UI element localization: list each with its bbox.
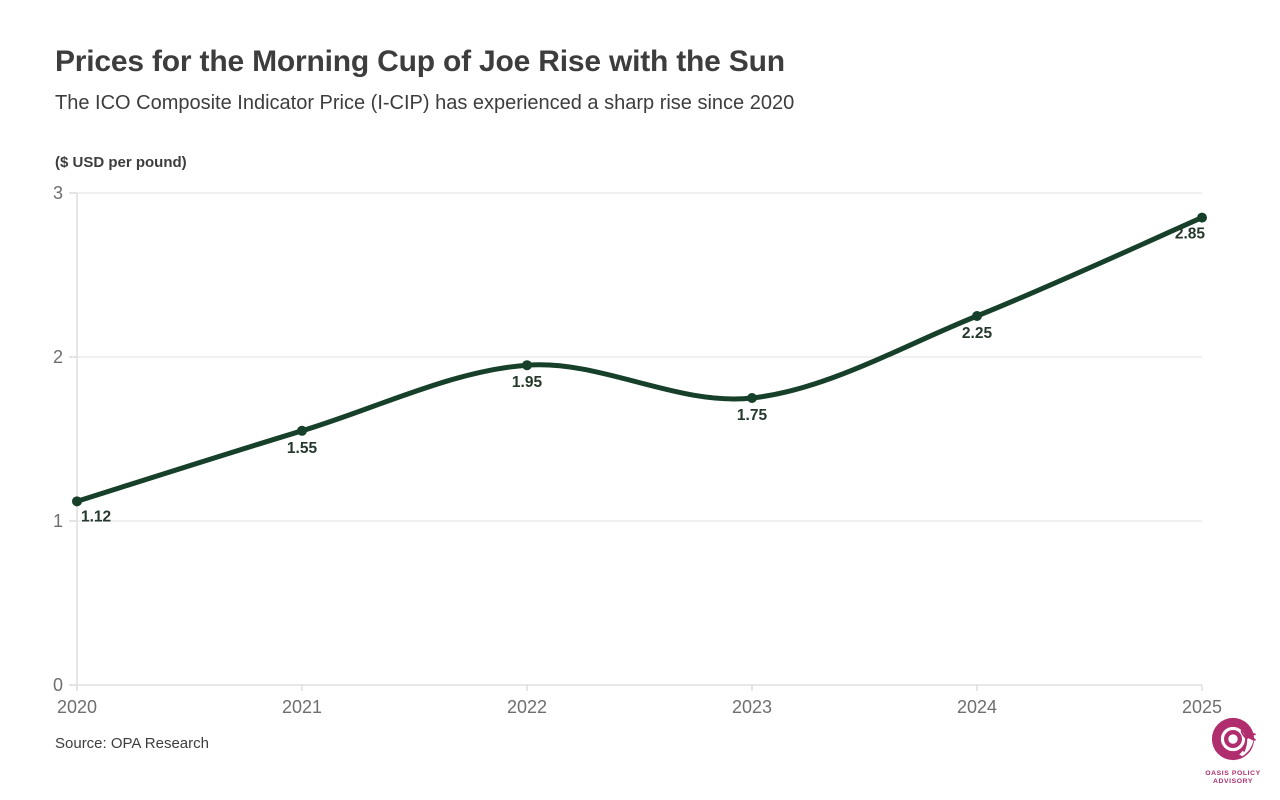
y-tick-label: 2 xyxy=(53,347,63,367)
y-tick-label: 1 xyxy=(53,511,63,531)
x-tick-label: 2025 xyxy=(1182,697,1222,717)
data-point xyxy=(72,496,82,507)
logo-wordmark-line1: OASIS POLICY xyxy=(1205,770,1261,777)
y-tick-label: 0 xyxy=(53,675,63,695)
page-title: Prices for the Morning Cup of Joe Rise w… xyxy=(55,45,785,78)
brand-logo: OASIS POLICY ADVISORY xyxy=(1193,714,1273,786)
line-chart: 0 1 2 3 2020 2021 2022 2023 2024 2025 1.12 1.55 1.95… xyxy=(0,180,1280,728)
price-line xyxy=(74,215,1205,504)
x-tick-label: 2023 xyxy=(732,697,772,717)
data-point-label: 2.85 xyxy=(1175,226,1206,243)
data-point xyxy=(972,311,982,321)
data-point-label: 1.75 xyxy=(737,407,768,424)
y-axis-unit-label: ($ USD per pound) xyxy=(55,154,187,171)
oasis-disc-palm-icon xyxy=(1211,717,1256,761)
data-point-label: 2.25 xyxy=(962,325,993,342)
data-point xyxy=(297,425,307,436)
x-tick-label: 2024 xyxy=(957,697,997,717)
y-tick-label: 3 xyxy=(53,183,63,203)
x-tick-label: 2020 xyxy=(57,697,97,717)
source-note: Source: OPA Research xyxy=(55,735,209,752)
data-point xyxy=(747,393,757,403)
x-tick-label: 2022 xyxy=(507,697,547,717)
data-point-label: 1.55 xyxy=(287,440,318,457)
logo-wordmark-line2: ADVISORY xyxy=(1212,777,1254,785)
x-tick-label: 2021 xyxy=(282,697,322,717)
data-point-label: 1.95 xyxy=(512,374,543,391)
page-subtitle: The ICO Composite Indicator Price (I-CIP… xyxy=(55,92,795,114)
data-point xyxy=(1197,212,1207,223)
data-point xyxy=(522,360,532,371)
price-line-chart-svg: 0 1 2 3 2020 2021 2022 2023 2024 2025 1.12 1.55 1.95… xyxy=(53,183,1222,717)
data-point-label: 1.12 xyxy=(81,508,111,525)
